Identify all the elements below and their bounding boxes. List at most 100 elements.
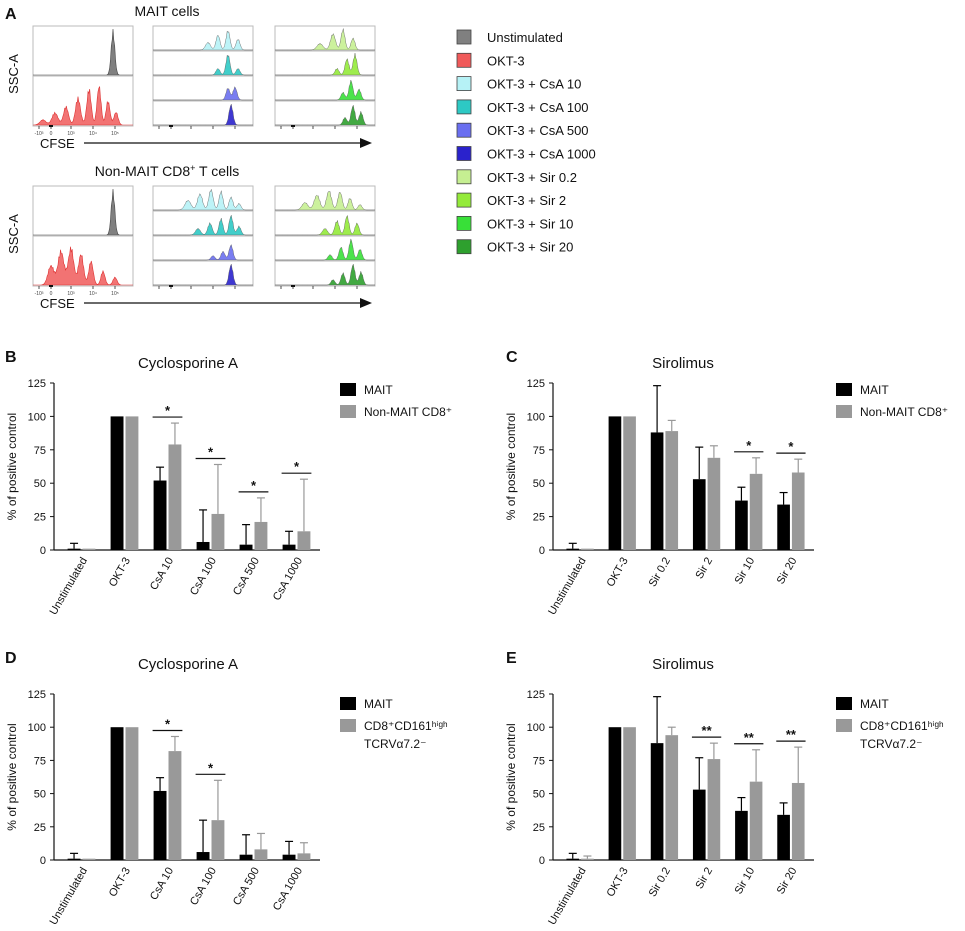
panel-label: D: [5, 650, 17, 667]
bar-mait-3: [692, 479, 706, 550]
x-tick-label: Sir 20: [775, 866, 800, 897]
histogram-tick-label: 10⁴: [89, 131, 97, 137]
y-tick-label: 50: [34, 478, 46, 490]
histogram-sir02: [275, 28, 375, 51]
legend-swatch-unstim: [456, 29, 472, 45]
histogram-zero-mark: [49, 125, 53, 127]
chart-title: Cyclosporine A: [138, 656, 238, 673]
bar-comparison-0: [581, 548, 594, 550]
bar-comparison-4: [749, 473, 763, 550]
y-tick-label: 0: [539, 545, 545, 557]
bar-mait-3: [196, 541, 210, 550]
legend-label-mait: MAIT: [860, 697, 889, 711]
histogram-zero-mark: [49, 285, 53, 287]
legend-swatch-comparison: [836, 405, 852, 418]
bar-mait-5: [282, 854, 296, 860]
legend-swatch-comparison: [340, 405, 356, 418]
bar-mait-5: [282, 544, 296, 550]
histogram-sir10: [275, 79, 375, 101]
legend-label-okt3: OKT-3: [487, 53, 525, 68]
histogram-csa500: [153, 244, 253, 261]
y-axis-label: % of positive control: [5, 723, 19, 830]
cfse-arrow-head: [360, 298, 372, 308]
ssc-axis-label: SSC-A: [6, 54, 21, 94]
histogram-okt3: [33, 246, 133, 286]
x-tick-label: Sir 10: [733, 556, 758, 587]
histogram-panel-title: Non-MAIT CD8+ T cells: [95, 163, 240, 179]
y-tick-label: 125: [28, 378, 46, 390]
x-tick-label: Sir 0.2: [647, 556, 673, 590]
y-tick-label: 50: [533, 789, 545, 801]
significance-label: **: [786, 727, 797, 742]
legend-label-sir10: OKT-3 + Sir 10: [487, 216, 573, 231]
x-tick-label: Sir 0.2: [647, 866, 673, 900]
legend-swatch-mait: [836, 697, 852, 710]
x-tick-label: CsA 100: [188, 866, 219, 908]
x-tick-label: CsA 1000: [271, 866, 305, 913]
bar-comparison-3: [211, 820, 225, 860]
histogram-panel-nonmait: Non-MAIT CD8+ T cells SSC-A -10³ 0 10³ 10⁴ 10⁵…: [6, 163, 376, 311]
histogram-tick-label: -10³: [35, 291, 44, 297]
bar-mait-3: [692, 789, 706, 860]
y-tick-label: 75: [533, 755, 545, 767]
legend-swatch-comparison: [836, 719, 852, 732]
histogram-tick-label: 0: [50, 131, 53, 137]
legend-swatch-csa500: [456, 122, 472, 138]
bar-mait-4: [239, 544, 253, 550]
bar-chart-D: Cyclosporine A 0 25 50 75 100 125 % of positive…: [5, 656, 448, 927]
legend-label-csa10: OKT-3 + CsA 10: [487, 77, 581, 92]
x-tick-label: CsA 10: [148, 866, 176, 903]
y-tick-label: 100: [28, 722, 46, 734]
legend-label-mait: MAIT: [364, 697, 393, 711]
x-tick-label: Unstimulated: [546, 556, 588, 618]
y-tick-label: 100: [527, 411, 545, 423]
y-tick-label: 0: [539, 855, 545, 867]
bar-comparison-1: [623, 416, 636, 550]
bar-chart-E: Sirolimus 0 25 50 75 100 125 % of positive cont…: [504, 656, 944, 927]
legend-swatch-mait: [836, 383, 852, 396]
legend-label-sir02: OKT-3 + Sir 0.2: [487, 170, 577, 185]
legend-swatch-sir10: [456, 215, 472, 231]
histogram-tick-label: 10⁴: [89, 291, 97, 297]
histogram-csa100: [153, 54, 253, 76]
y-tick-label: 125: [527, 378, 545, 390]
histogram-tick-label: 10³: [67, 291, 75, 297]
legend-swatch-csa100: [456, 99, 472, 115]
significance-label: **: [702, 723, 713, 738]
bar-mait-1: [110, 727, 124, 860]
histogram-sir2: [275, 53, 375, 76]
x-tick-label: OKT-3: [605, 556, 631, 590]
bar-comparison-3: [707, 759, 721, 860]
legend-swatch-csa10: [456, 76, 472, 91]
legend-label-csa100: OKT-3 + CsA 100: [487, 100, 589, 115]
histogram-csa1000: [153, 263, 253, 286]
bar-mait-4: [735, 500, 748, 550]
panel-label: B: [5, 349, 17, 366]
x-tick-label: OKT-3: [605, 866, 631, 900]
significance-label: *: [788, 439, 794, 454]
y-tick-label: 75: [34, 755, 46, 767]
histogram-unstimulated: [33, 28, 133, 76]
bar-comparison-0: [82, 858, 96, 860]
bar-mait-2: [650, 432, 664, 550]
bar-comparison-2: [665, 735, 679, 860]
cfse-axis-label: CFSE: [40, 296, 75, 311]
bar-mait-3: [196, 852, 210, 860]
x-tick-label: OKT-3: [107, 556, 133, 590]
significance-label: *: [165, 403, 171, 418]
x-tick-label: Unstimulated: [48, 556, 90, 618]
panel-label: E: [506, 650, 517, 667]
chart-title: Cyclosporine A: [138, 355, 238, 372]
histogram-sir20: [275, 263, 375, 286]
histogram-tick-label: 10⁵: [111, 131, 119, 137]
y-tick-label: 125: [527, 689, 545, 701]
y-tick-label: 25: [533, 512, 545, 524]
bar-mait-2: [650, 743, 664, 860]
legend-label-comparison: CD8⁺CD161ʰⁱᵍʰ: [364, 719, 448, 733]
legend-label-csa500: OKT-3 + CsA 500: [487, 123, 589, 138]
legend-swatch-csa1000: [456, 146, 472, 161]
legend-label-unstim: Unstimulated: [487, 30, 563, 45]
legend-swatch-mait: [340, 697, 356, 710]
histogram-sir20: [275, 104, 375, 126]
